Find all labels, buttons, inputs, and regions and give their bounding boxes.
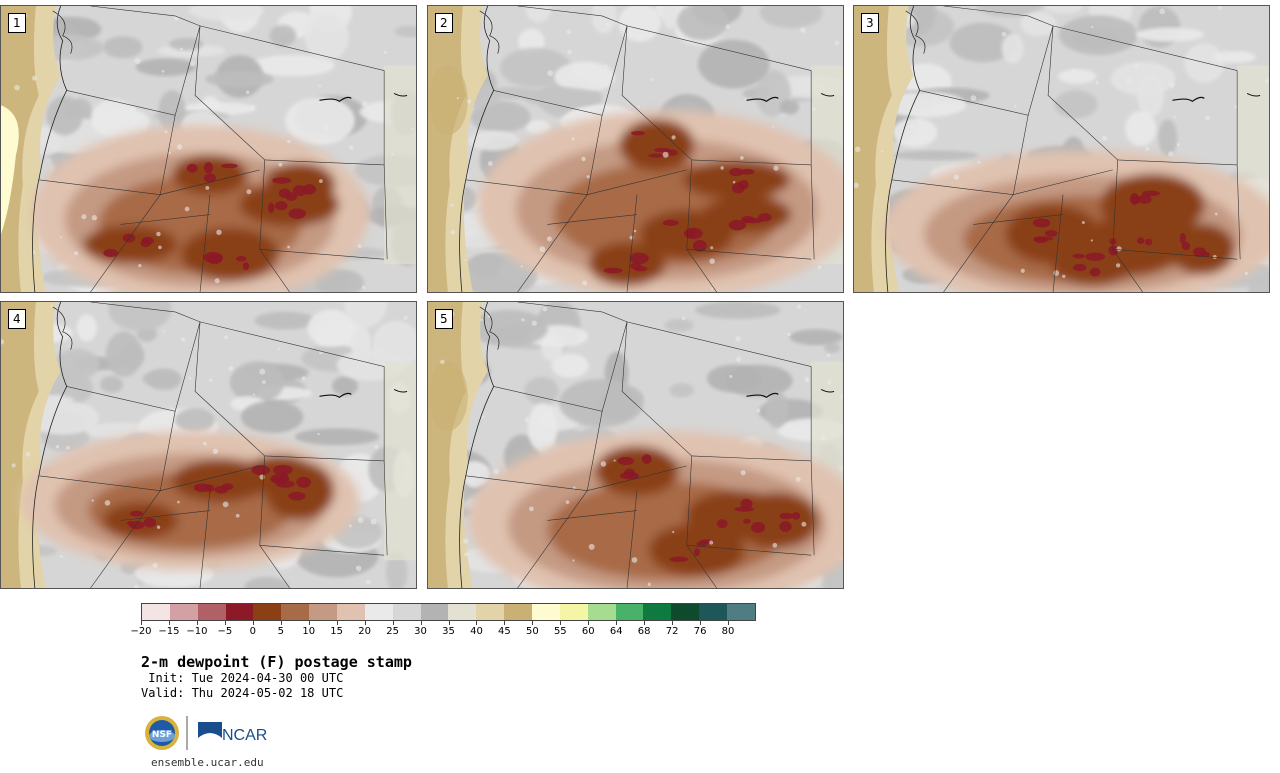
colorbar-swatch (253, 604, 282, 620)
dewpoint-colorbar (141, 603, 756, 621)
colorbar-swatch (225, 604, 254, 620)
colorbar-tick (588, 621, 590, 625)
colorbar-swatch (476, 604, 505, 620)
member-number-label: 4 (8, 309, 26, 329)
colorbar-tick-label: −15 (158, 626, 180, 637)
svg-text:NSF: NSF (152, 730, 172, 740)
colorbar-tick-label: 15 (330, 626, 344, 637)
colorbar-tick (504, 621, 506, 625)
colorbar-tick (168, 621, 170, 625)
colorbar-swatch (643, 604, 672, 620)
colorbar-tick (336, 621, 338, 625)
colorbar-tick-label: 30 (414, 626, 427, 637)
colorbar-tick-label: −5 (217, 626, 233, 637)
ensemble-member-map-3: 3 (853, 5, 1270, 293)
colorbar-tick (448, 621, 450, 625)
ensemble-member-map-4: 4 (0, 301, 417, 589)
colorbar-tick-label: 5 (277, 626, 284, 637)
colorbar-tick-label: 50 (525, 626, 539, 637)
colorbar-swatch (142, 604, 170, 620)
colorbar-tick (392, 621, 394, 625)
site-url: ensemble.ucar.edu (151, 756, 264, 769)
colorbar-tick-label: 60 (581, 626, 595, 637)
svg-text:NCAR: NCAR (222, 727, 267, 744)
colorbar-tick-label: 40 (470, 626, 483, 637)
ncar-logo-icon: NCAR (198, 722, 267, 744)
colorbar-swatch (420, 604, 449, 620)
colorbar-swatch (559, 604, 588, 620)
colorbar-swatch (727, 604, 755, 620)
colorbar-swatch (671, 604, 700, 620)
colorbar-tick-label: 35 (442, 626, 455, 637)
colorbar-tick-label: 68 (637, 626, 651, 637)
nsf-seal-icon: NSF (145, 716, 179, 750)
colorbar-tick-label: 80 (721, 626, 735, 637)
colorbar-tick (560, 621, 562, 625)
member-number-label: 2 (435, 13, 453, 33)
colorbar-swatch (169, 604, 198, 620)
colorbar-tick (672, 621, 674, 625)
chart-title: 2-m dewpoint (F) postage stamp (141, 653, 412, 671)
colorbar-tick-label: 76 (693, 626, 707, 637)
colorbar-swatch (337, 604, 365, 620)
colorbar-tick (196, 621, 198, 625)
colorbar-tick (280, 621, 282, 625)
colorbar-tick (644, 621, 646, 625)
colorbar-swatch (532, 604, 560, 620)
colorbar-swatch (309, 604, 338, 620)
colorbar-tick (420, 621, 422, 625)
colorbar-tick (364, 621, 366, 625)
member-number-label: 5 (435, 309, 453, 329)
colorbar-swatch (392, 604, 421, 620)
colorbar-tick-label: 20 (358, 626, 371, 637)
colorbar-swatch (364, 604, 393, 620)
colorbar-tick (308, 621, 310, 625)
colorbar-tick (476, 621, 478, 625)
colorbar-labels: −20 −15 −10 −5 0 5 10 15 20 25 30 35 40 45 50 55 60 64 68 7… (130, 626, 756, 640)
colorbar-tick-label: 0 (249, 626, 256, 637)
colorbar-swatch (504, 604, 533, 620)
colorbar-tick-label: 55 (553, 626, 567, 637)
colorbar-tick-label: −10 (186, 626, 208, 637)
colorbar-tick (252, 621, 254, 625)
ensemble-member-map-2: 2 (427, 5, 844, 293)
colorbar-tick-label: 45 (498, 626, 511, 637)
ensemble-member-map-1: 1 (0, 5, 417, 293)
colorbar-tick (728, 621, 730, 625)
colorbar-tick (616, 621, 618, 625)
member-number-label: 3 (861, 13, 879, 33)
ensemble-member-map-5: 5 (427, 301, 844, 589)
init-time: Init: Tue 2024-04-30 00 UTC (141, 671, 344, 685)
colorbar-tick (224, 621, 226, 625)
nsf-ncar-logo: NSF NCAR (144, 714, 274, 752)
colorbar-swatch (448, 604, 477, 620)
colorbar-tick-label: −20 (130, 626, 152, 637)
colorbar-swatch (587, 604, 616, 620)
colorbar-swatch (699, 604, 728, 620)
colorbar-swatch (197, 604, 226, 620)
valid-time: Valid: Thu 2024-05-02 18 UTC (141, 686, 344, 700)
colorbar-tick-label: 10 (302, 626, 316, 637)
member-number-label: 1 (8, 13, 26, 33)
colorbar-tick-label: 25 (386, 626, 399, 637)
colorbar-tick (700, 621, 702, 625)
colorbar-tick-label: 64 (609, 626, 623, 637)
colorbar-tick (141, 621, 142, 625)
colorbar-swatch (615, 604, 644, 620)
colorbar-tick-label: 72 (665, 626, 679, 637)
colorbar-swatch (281, 604, 310, 620)
colorbar-tick (532, 621, 534, 625)
